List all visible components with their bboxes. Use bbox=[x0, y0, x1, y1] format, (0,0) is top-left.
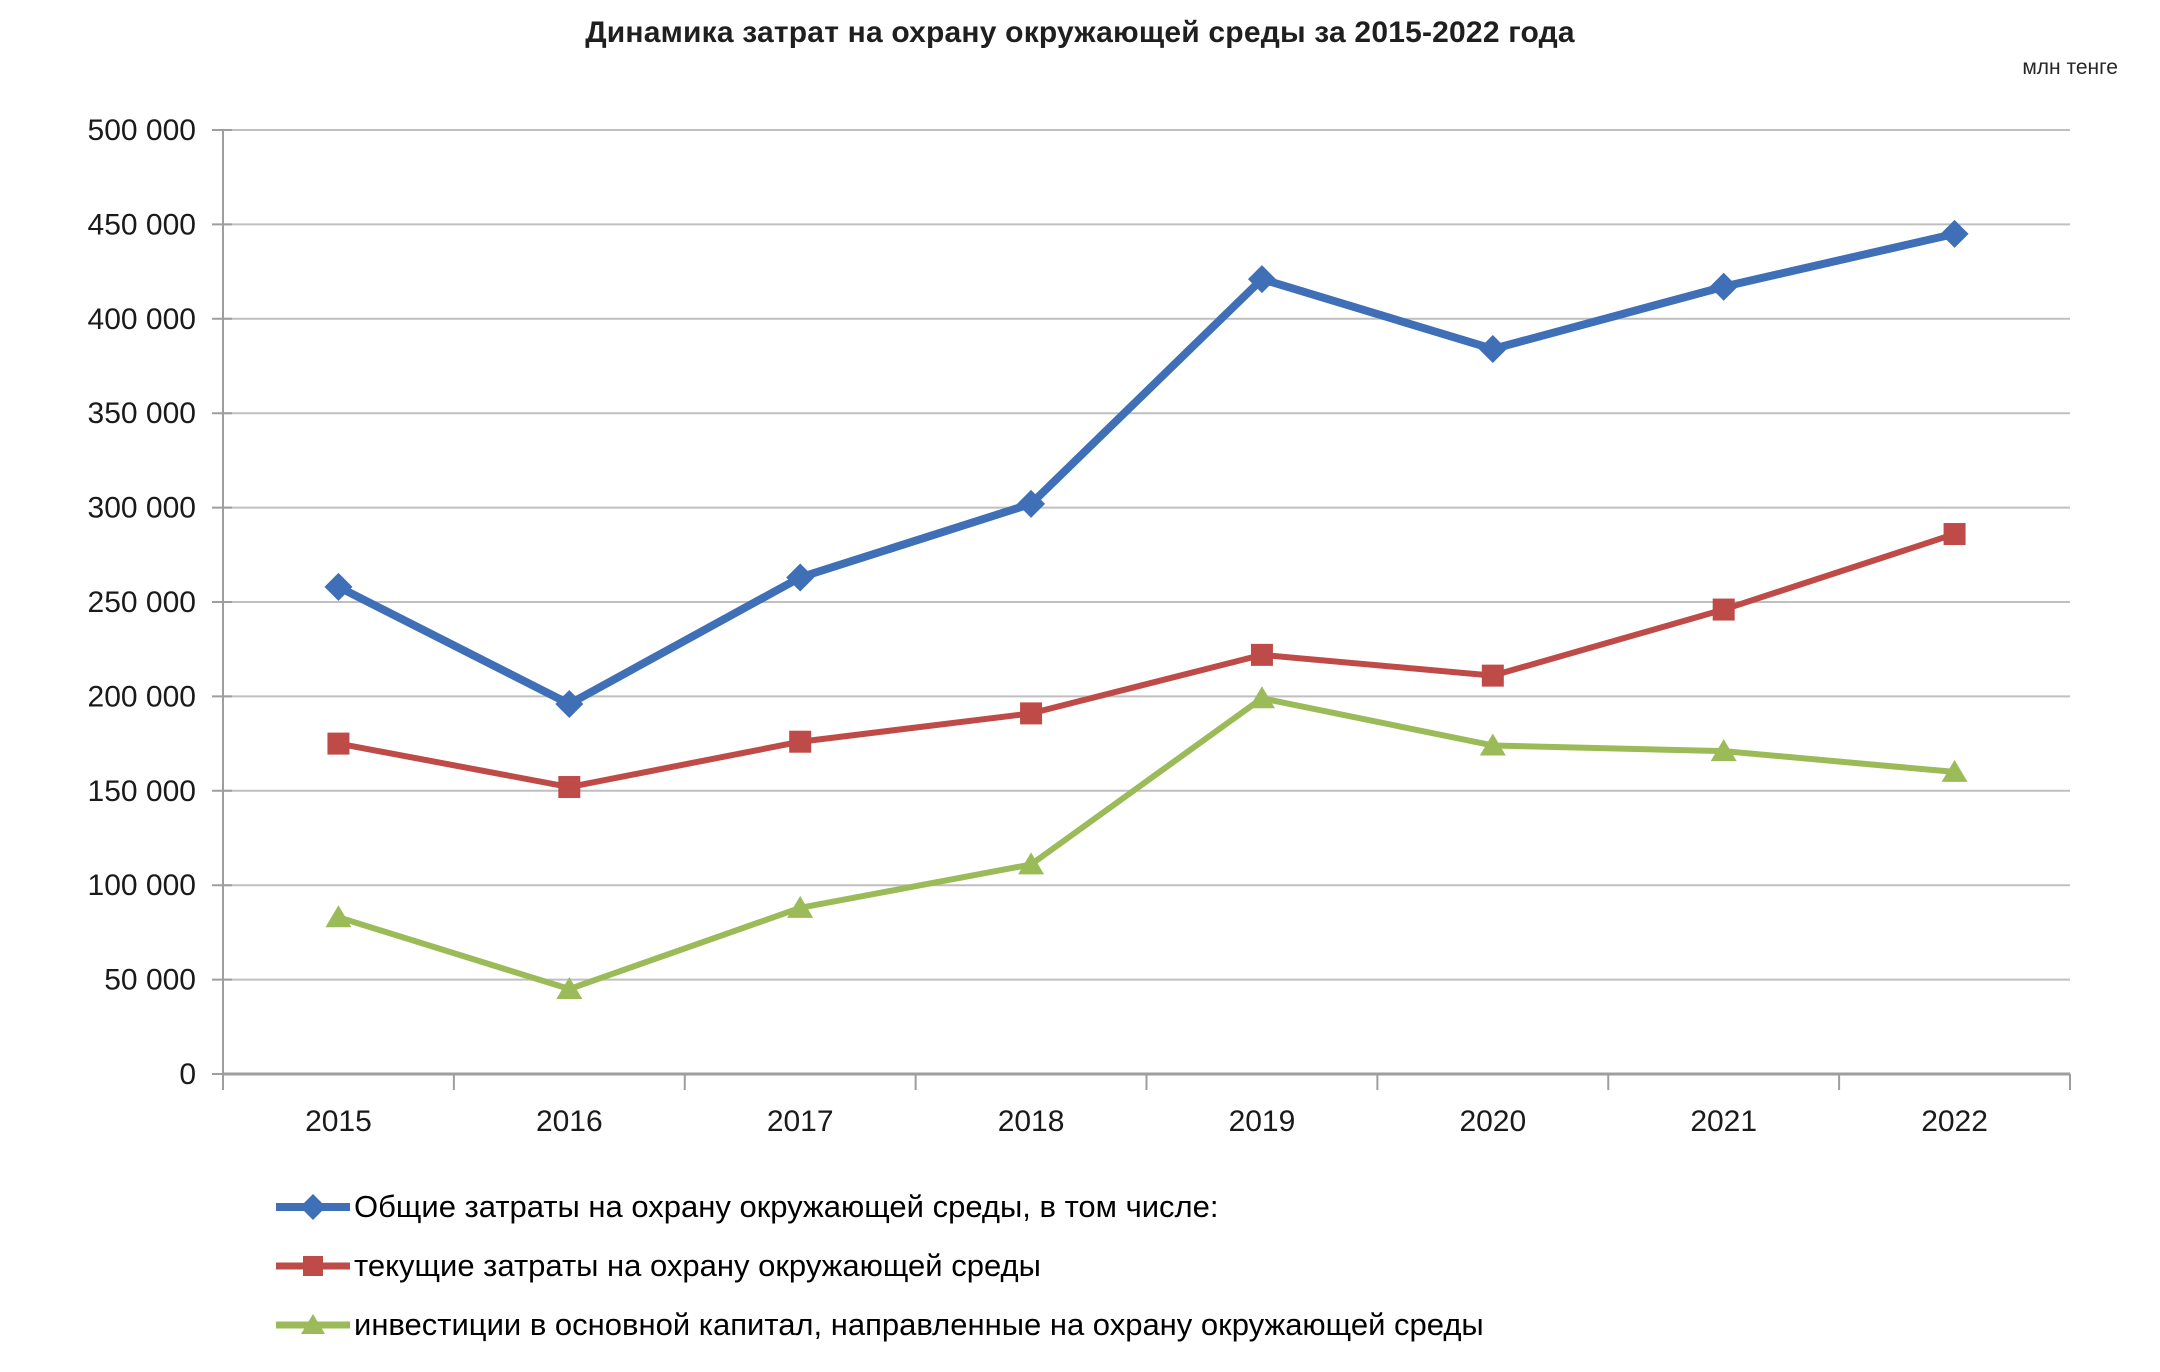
x-tick-label: 2019 bbox=[1229, 1105, 1296, 1138]
y-tick-label: 300 000 bbox=[88, 492, 196, 525]
legend-item-2: инвестиции в основной капитал, направлен… bbox=[276, 1307, 1484, 1343]
chart-legend: Общие затраты на охрану окружающей среды… bbox=[276, 1189, 1484, 1343]
y-tick-label: 500 000 bbox=[88, 114, 196, 147]
marker-diamond bbox=[555, 689, 584, 718]
marker-square bbox=[327, 732, 350, 755]
axis-unit-label: млн тенге bbox=[2022, 56, 2118, 79]
y-tick-label: 450 000 bbox=[88, 208, 196, 241]
marker-square bbox=[1943, 523, 1966, 546]
marker-diamond bbox=[1478, 335, 1507, 364]
y-tick-label: 0 bbox=[179, 1058, 196, 1091]
legend-square-swatch bbox=[276, 1256, 350, 1276]
legend-label: Общие затраты на охрану окружающей среды… bbox=[354, 1189, 1219, 1224]
marker-square bbox=[1250, 643, 1273, 666]
y-tick-label: 350 000 bbox=[88, 397, 196, 430]
marker-diamond bbox=[786, 563, 815, 592]
y-tick-label: 100 000 bbox=[88, 869, 196, 902]
legend-item-0: Общие затраты на охрану окружающей среды… bbox=[276, 1189, 1484, 1225]
x-tick-label: 2018 bbox=[998, 1105, 1065, 1138]
series-line-0 bbox=[336, 229, 1956, 708]
marker-square bbox=[1481, 664, 1504, 687]
marker-square bbox=[558, 776, 581, 799]
y-tick-label: 150 000 bbox=[88, 775, 196, 808]
x-tick-label: 2017 bbox=[767, 1105, 834, 1138]
x-tick-label: 2015 bbox=[305, 1105, 372, 1138]
chart-title: Динамика затрат на охрану окружающей сре… bbox=[585, 16, 1575, 49]
marker-diamond bbox=[300, 1194, 326, 1220]
marker-triangle bbox=[1479, 733, 1506, 756]
legend-item-1: текущие затраты на охрану окружающей сре… bbox=[276, 1248, 1484, 1284]
y-tick-label: 400 000 bbox=[88, 303, 196, 336]
legend-label: текущие затраты на охрану окружающей сре… bbox=[354, 1248, 1041, 1283]
marker-square bbox=[1712, 598, 1735, 621]
marker-triangle bbox=[556, 977, 583, 1000]
marker-triangle bbox=[787, 895, 814, 918]
y-tick-label: 50 000 bbox=[104, 964, 196, 997]
x-tick-label: 2020 bbox=[1459, 1105, 1526, 1138]
marker-triangle bbox=[1941, 759, 1968, 782]
marker-triangle bbox=[1248, 686, 1275, 709]
legend-triangle-swatch bbox=[276, 1314, 350, 1334]
marker-square bbox=[303, 1256, 323, 1276]
marker-diamond bbox=[1940, 219, 1969, 248]
marker-square bbox=[789, 730, 812, 753]
x-tick-label: 2016 bbox=[536, 1105, 603, 1138]
marker-diamond bbox=[1709, 272, 1738, 301]
legend-label: инвестиции в основной капитал, направлен… bbox=[354, 1307, 1484, 1342]
x-tick-label: 2021 bbox=[1690, 1105, 1757, 1138]
y-tick-label: 200 000 bbox=[88, 680, 196, 713]
marker-triangle bbox=[301, 1314, 325, 1334]
marker-triangle bbox=[1018, 852, 1045, 875]
marker-diamond bbox=[1017, 489, 1046, 518]
marker-triangle bbox=[1710, 739, 1737, 762]
series-line-2 bbox=[337, 695, 1955, 993]
series-line-1 bbox=[337, 531, 1956, 791]
x-tick-label: 2022 bbox=[1921, 1105, 1988, 1138]
marker-diamond bbox=[1247, 265, 1276, 294]
marker-diamond bbox=[324, 572, 353, 601]
y-tick-label: 250 000 bbox=[88, 586, 196, 619]
marker-square bbox=[1020, 702, 1043, 725]
marker-triangle bbox=[325, 905, 352, 928]
legend-diamond-swatch bbox=[276, 1194, 350, 1220]
